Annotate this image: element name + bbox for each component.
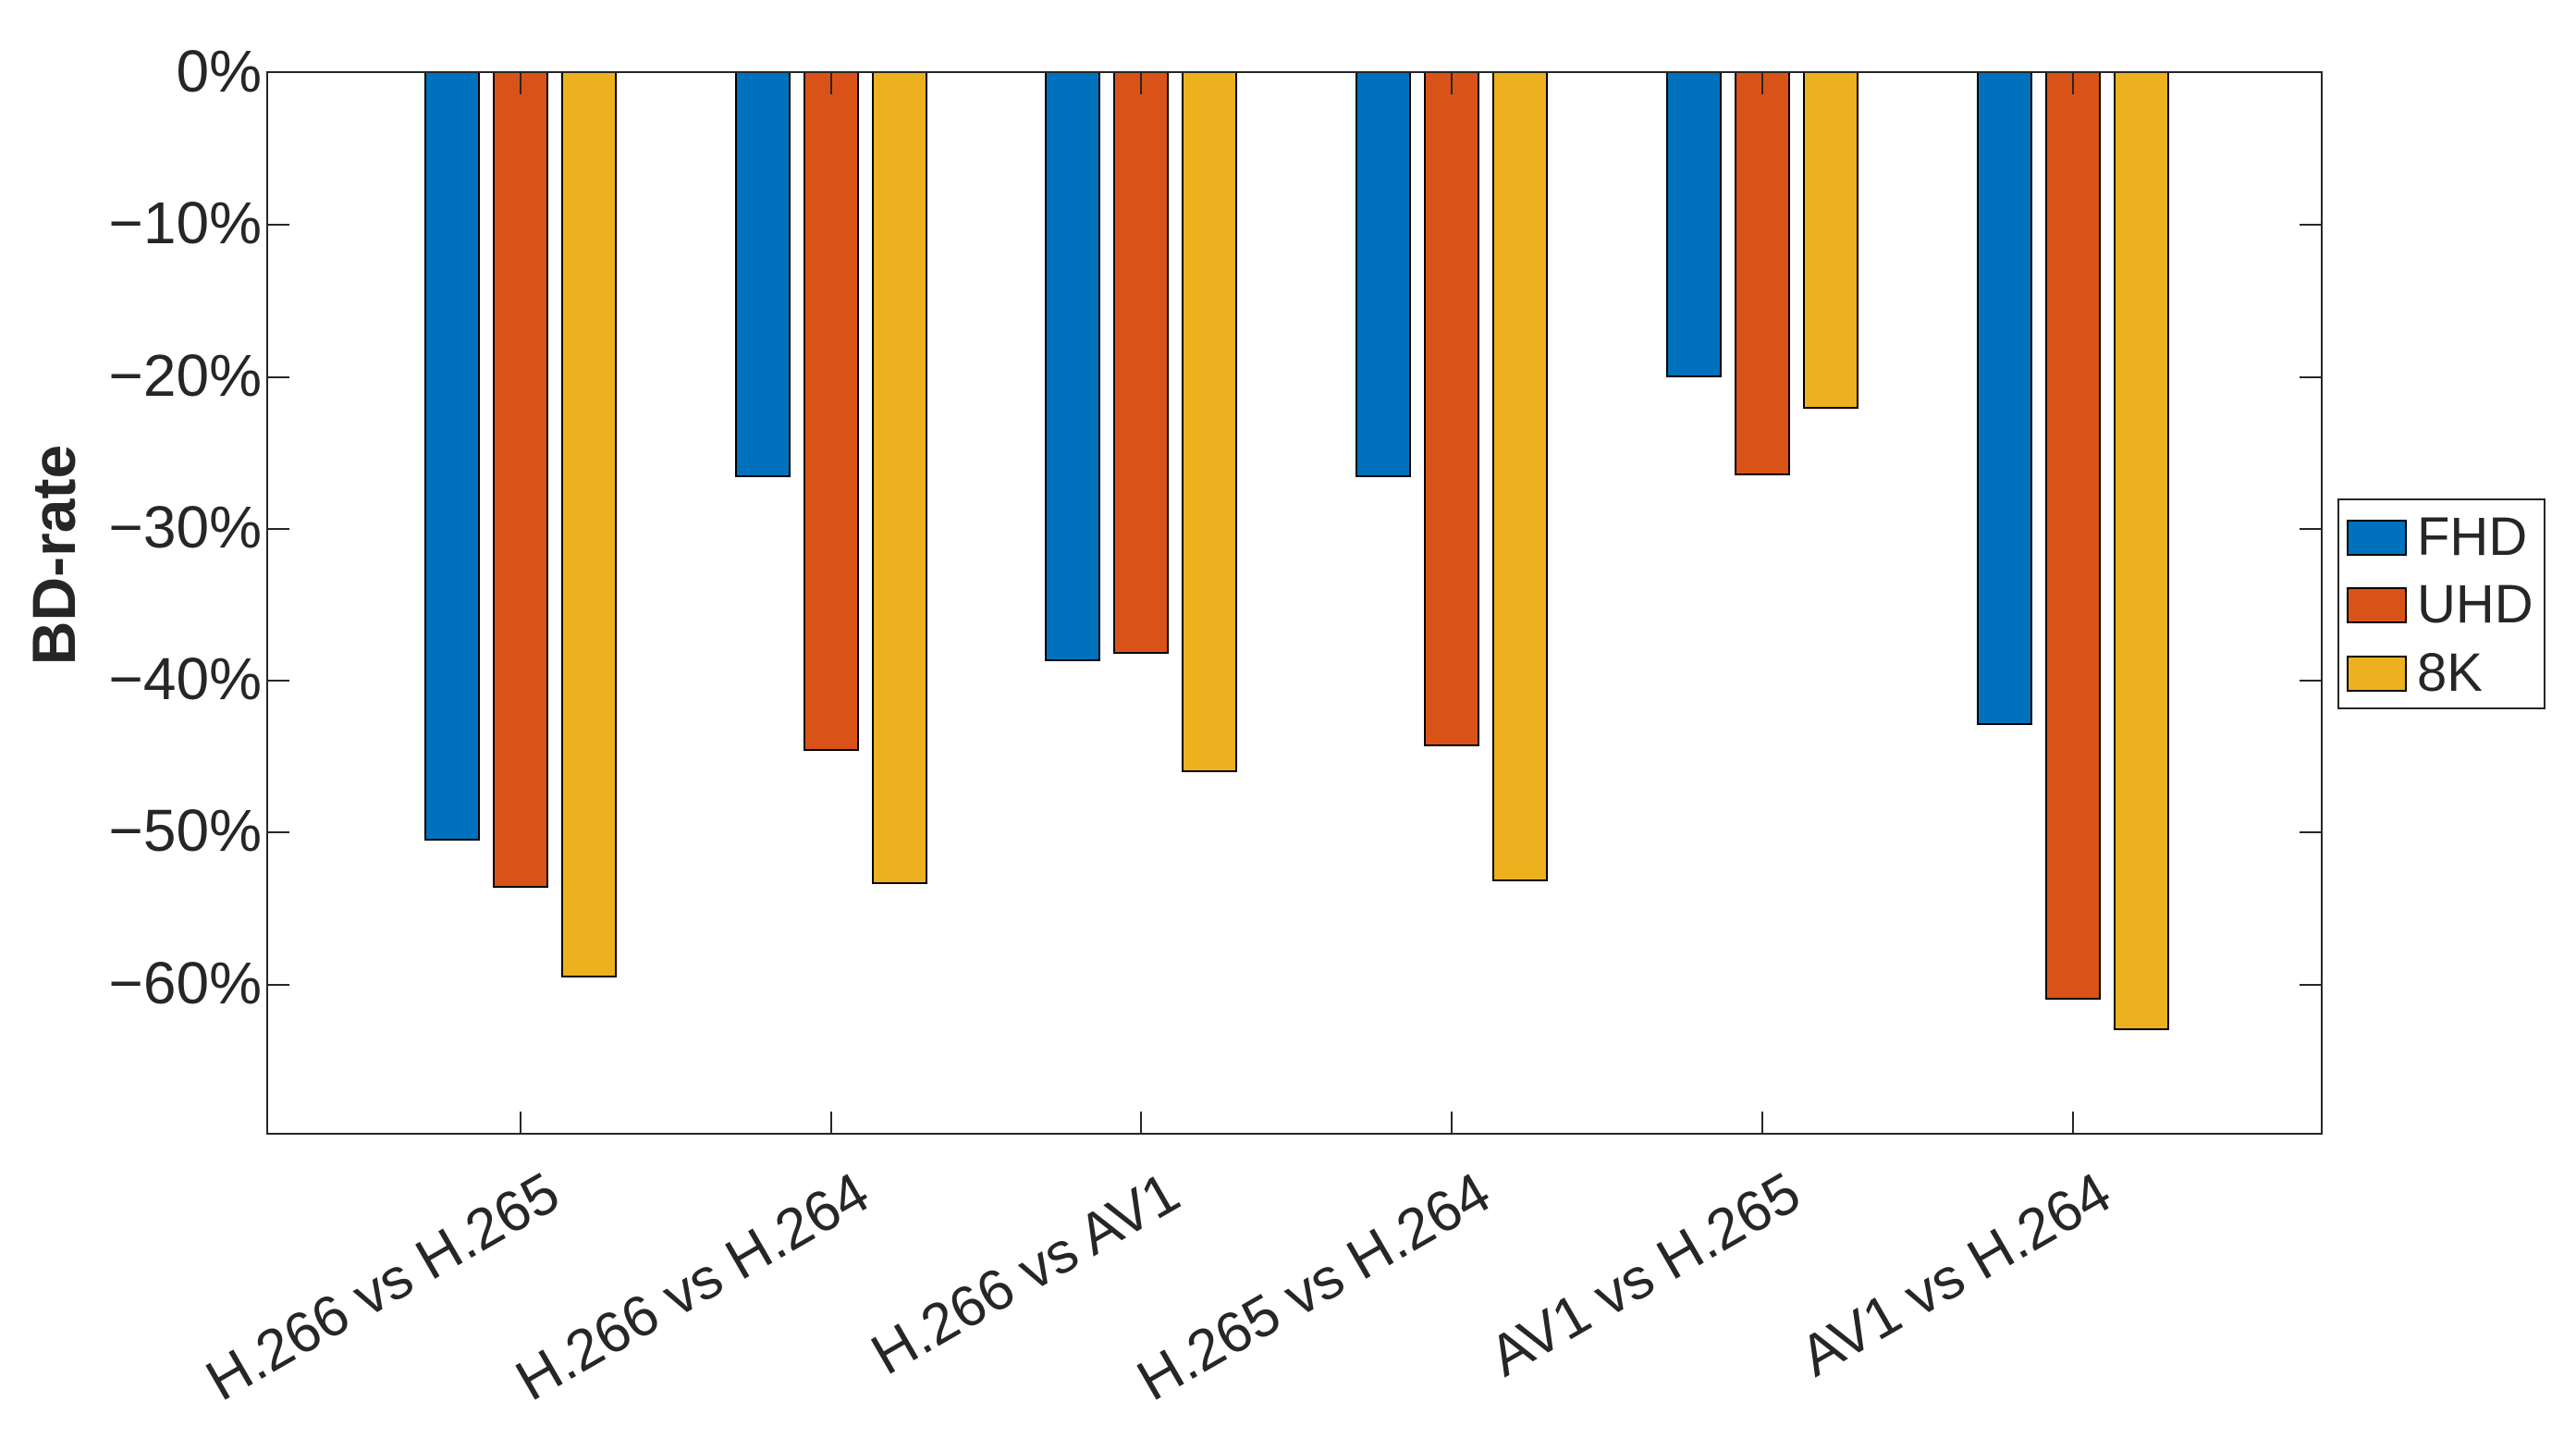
bar-uhd-h-265-vs-h-264 [1424,73,1480,746]
legend-swatch-8k [2347,656,2407,692]
y-tick-right [2300,680,2321,682]
bar-8k-av1-vs-h-265 [1802,73,1858,410]
y-tick-label: −30% [108,493,262,560]
bar-8k-h-266-vs-av1 [1182,73,1238,772]
x-tick-top [1140,73,1143,94]
y-tick-left [268,983,289,986]
y-tick-left [268,224,289,227]
y-tick-label: −40% [108,645,262,713]
y-tick-left [268,831,289,834]
legend-label-8k: 8K [2417,643,2483,704]
plot-area [266,71,2323,1135]
bar-8k-h-265-vs-h-264 [1492,73,1549,881]
x-tick-top [520,73,521,94]
y-tick-right [2300,983,2321,986]
bar-fhd-h-266-vs-av1 [1045,73,1101,661]
x-tick-bottom [1451,1112,1454,1133]
bar-uhd-h-266-vs-av1 [1113,73,1170,654]
y-tick-left [268,375,289,378]
bar-uhd-h-266-vs-h-264 [803,73,859,751]
x-tick-label-av1-vs-h-265: AV1 vs H.265 [1478,1160,1811,1389]
bar-fhd-av1-vs-h-265 [1665,73,1722,377]
legend: FHD UHD 8K [2337,498,2545,709]
x-tick-bottom [520,1112,521,1133]
bar-fhd-av1-vs-h-264 [1976,73,2032,725]
bar-8k-h-266-vs-h-264 [871,73,927,885]
x-tick-top [1451,73,1454,94]
x-tick-bottom [829,1112,832,1133]
legend-label-uhd: UHD [2417,574,2533,635]
bar-fhd-h-265-vs-h-264 [1355,73,1412,477]
y-axis-title: BD-rate [19,444,88,666]
y-tick-right [2300,375,2321,378]
y-tick-left [268,680,289,682]
y-tick-label: −20% [108,341,262,409]
x-tick-label-h-266-vs-h-265: H.266 vs H.265 [195,1160,570,1414]
bar-uhd-h-266-vs-h-265 [493,73,548,888]
y-tick-label: 0% [176,38,263,104]
bar-uhd-av1-vs-h-265 [1734,73,1790,476]
x-tick-label-h-265-vs-h-264: H.265 vs H.264 [1126,1160,1502,1414]
y-tick-left [268,527,289,530]
legend-label-fhd: FHD [2417,507,2528,568]
legend-swatch-fhd [2347,520,2407,556]
x-tick-label-av1-vs-h-264: AV1 vs H.264 [1789,1160,2122,1389]
y-tick-right [2300,224,2321,227]
y-tick-label: −60% [108,949,262,1016]
y-tick-right [2300,831,2321,834]
x-tick-bottom [2071,1112,2074,1133]
x-tick-bottom [1760,1112,1763,1133]
bar-uhd-av1-vs-h-264 [2044,73,2101,1001]
bar-8k-h-266-vs-h-265 [561,73,617,977]
x-tick-label-h-266-vs-h-264: H.266 vs H.264 [506,1160,880,1414]
legend-swatch-uhd [2347,587,2407,623]
x-tick-top [2071,73,2074,94]
bar-8k-av1-vs-h-264 [2113,73,2169,1030]
bar-fhd-h-266-vs-h-264 [734,73,791,477]
bar-fhd-h-266-vs-h-265 [424,73,480,841]
x-tick-top [1760,73,1763,94]
x-tick-top [829,73,832,94]
y-tick-right [2300,527,2321,530]
y-tick-label: −50% [108,797,262,865]
x-tick-bottom [1140,1112,1143,1133]
y-tick-label: −10% [108,190,262,257]
